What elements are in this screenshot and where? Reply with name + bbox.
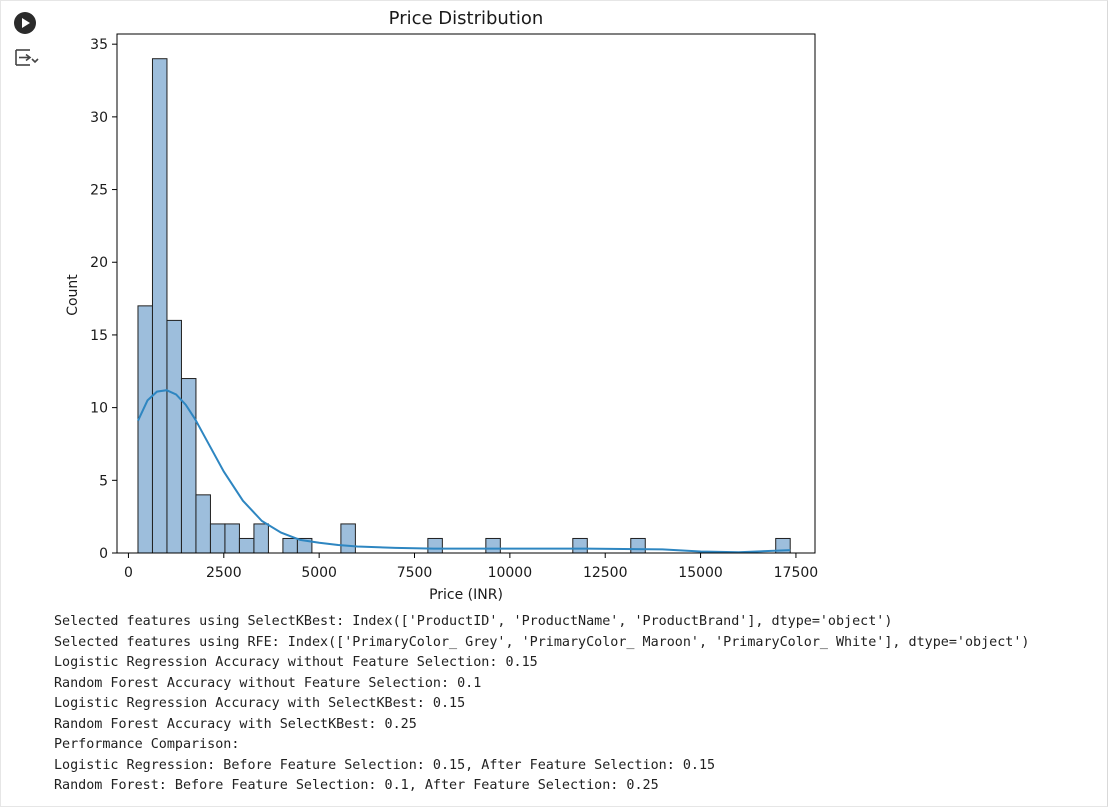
- histogram-bar: [195, 494, 211, 554]
- histogram-bar: [485, 537, 501, 554]
- x-tick-label: 10000: [488, 565, 533, 581]
- y-tick-label: 15: [90, 328, 108, 344]
- kde-curve: [137, 389, 791, 554]
- x-axis-label: Price (INR): [429, 587, 503, 603]
- output-line: Logistic Regression Accuracy with Select…: [54, 696, 466, 711]
- x-tick-label: 5000: [301, 565, 337, 581]
- output-line: Random Forest Accuracy without Feature S…: [54, 675, 482, 691]
- histogram-bar: [340, 523, 356, 554]
- x-axis-ticks: 0 2500 5000 7500 10000 12500 15000 17500: [124, 553, 818, 581]
- play-circle-icon[interactable]: [14, 12, 36, 34]
- histogram-bar: [572, 537, 588, 554]
- console-output: Selected features using SelectKBest: Ind…: [54, 612, 1029, 797]
- histogram-bar: [282, 537, 298, 554]
- output-line: Selected features using SelectKBest: Ind…: [54, 614, 893, 629]
- x-tick-label: 17500: [774, 565, 819, 581]
- output-line: Performance Comparison:: [54, 737, 240, 752]
- y-tick-label: 5: [99, 473, 108, 489]
- histogram-bar: [427, 537, 443, 554]
- y-tick-label: 0: [99, 546, 108, 562]
- histogram-bars: [137, 58, 791, 554]
- output-line: Random Forest: Before Feature Selection:…: [54, 778, 659, 793]
- y-axis-label: Count: [65, 274, 81, 316]
- play-triangle: [22, 18, 30, 28]
- price-distribution-chart: Price Distribution 0 2500 5000 7500 10000 125…: [65, 8, 818, 603]
- histogram-bar: [180, 378, 197, 554]
- chart-title: Price Distribution: [389, 8, 544, 29]
- output-line: Random Forest Accuracy with SelectKBest:…: [54, 716, 417, 732]
- output-line: Logistic Regression: Before Feature Sele…: [54, 757, 716, 773]
- histogram-bar: [224, 523, 240, 554]
- x-tick-label: 0: [124, 565, 133, 581]
- y-tick-label: 35: [90, 37, 108, 53]
- x-tick-label: 2500: [206, 565, 242, 581]
- y-axis-ticks: 0 5 10 15 20 25 30 35: [90, 37, 117, 562]
- histogram-bar: [630, 537, 646, 554]
- x-tick-label: 12500: [583, 565, 628, 581]
- axes-frame: [116, 33, 816, 554]
- y-tick-label: 10: [90, 401, 108, 417]
- y-tick-label: 20: [90, 255, 108, 271]
- output-line: Logistic Regression Accuracy without Fea…: [54, 655, 538, 670]
- histogram-bar: [166, 319, 182, 554]
- histogram-bar: [238, 537, 255, 554]
- y-tick-label: 30: [90, 110, 108, 126]
- x-tick-label: 15000: [678, 565, 723, 581]
- histogram-bar: [209, 523, 226, 554]
- output-line: Selected features using RFE: Index(['Pri…: [54, 634, 1030, 650]
- y-tick-label: 25: [90, 183, 108, 199]
- output-toggle-icon[interactable]: [15, 46, 39, 68]
- x-tick-label: 7500: [397, 565, 433, 581]
- histogram-bar: [253, 523, 269, 554]
- histogram-bar: [151, 58, 168, 554]
- histogram-bar: [137, 305, 153, 554]
